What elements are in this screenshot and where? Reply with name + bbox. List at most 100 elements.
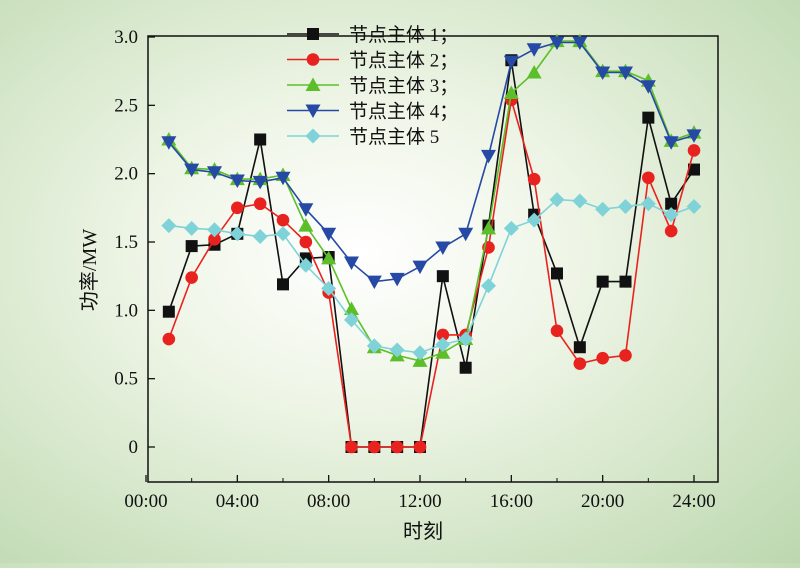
data-point bbox=[275, 226, 291, 242]
y-tick-label: 1.0 bbox=[114, 300, 138, 321]
data-point bbox=[184, 163, 200, 178]
data-point bbox=[345, 440, 358, 454]
data-point bbox=[481, 149, 496, 164]
legend-label: 节点主体 5 bbox=[349, 126, 439, 148]
data-point bbox=[305, 104, 321, 118]
legend-label: 节点主体 3； bbox=[349, 75, 458, 97]
y-tick-label: 0.5 bbox=[114, 369, 138, 390]
data-point bbox=[550, 324, 564, 338]
legend-label: 节点主体 1； bbox=[349, 24, 458, 46]
data-point bbox=[389, 342, 405, 358]
data-point bbox=[306, 53, 320, 66]
data-point bbox=[573, 341, 586, 354]
data-point bbox=[161, 136, 177, 150]
data-point bbox=[321, 250, 337, 265]
data-point bbox=[298, 218, 314, 232]
data-point bbox=[307, 28, 319, 40]
legend-label: 节点主体 2； bbox=[349, 50, 458, 72]
data-point bbox=[231, 201, 244, 215]
plot-frame bbox=[147, 35, 719, 483]
data-point bbox=[184, 220, 200, 236]
data-point bbox=[253, 197, 267, 211]
data-point bbox=[305, 77, 321, 91]
data-point bbox=[344, 301, 359, 315]
x-axis-title: 时刻 bbox=[403, 520, 443, 543]
data-point bbox=[527, 172, 541, 186]
data-point bbox=[366, 275, 382, 290]
data-point bbox=[413, 440, 427, 454]
data-point bbox=[549, 36, 565, 50]
legend-item-1: 节点主体 1； bbox=[287, 24, 458, 46]
data-point bbox=[688, 163, 700, 176]
data-point bbox=[687, 144, 701, 157]
data-point bbox=[298, 203, 314, 217]
data-point bbox=[252, 175, 268, 190]
data-point bbox=[252, 229, 268, 245]
data-point bbox=[185, 271, 198, 284]
data-point bbox=[642, 111, 655, 124]
y-tick-label: 1.5 bbox=[114, 232, 138, 253]
data-point bbox=[686, 198, 702, 214]
data-point bbox=[458, 227, 474, 242]
data-point bbox=[162, 332, 176, 346]
data-point bbox=[229, 226, 245, 242]
data-point bbox=[642, 171, 655, 185]
data-point bbox=[526, 65, 542, 79]
axes: 00:00 04:00 08:00 12:00 16:00 20:00 24:00 0 0.5 1… bbox=[114, 27, 719, 512]
legend: 节点主体 1； 节点主体 2； 节点主体 3； 节点主体 4； 节点主体 5 bbox=[287, 24, 458, 148]
data-point bbox=[276, 213, 290, 227]
data-point bbox=[321, 227, 337, 242]
data-point bbox=[412, 260, 428, 275]
x-tick-label: 12:00 bbox=[398, 491, 441, 512]
data-point bbox=[390, 440, 404, 454]
data-point bbox=[595, 201, 611, 217]
data-point bbox=[481, 278, 496, 294]
data-point bbox=[618, 198, 633, 214]
y-tick-label: 2.0 bbox=[114, 164, 138, 185]
data-point bbox=[321, 280, 337, 296]
data-point bbox=[298, 257, 314, 273]
data-point bbox=[640, 80, 656, 94]
data-point bbox=[458, 331, 474, 347]
data-point bbox=[686, 129, 702, 143]
data-point bbox=[664, 224, 678, 238]
y-axis-title: 功率/MW bbox=[78, 229, 101, 311]
data-point bbox=[572, 193, 588, 209]
x-tick-label: 24:00 bbox=[672, 491, 715, 512]
y-tick-label: 0 bbox=[129, 437, 139, 458]
data-point bbox=[275, 171, 291, 186]
data-point bbox=[389, 272, 405, 287]
data-point bbox=[572, 36, 588, 50]
series-2 bbox=[162, 93, 701, 454]
data-point bbox=[526, 212, 542, 228]
data-point bbox=[305, 128, 321, 144]
data-point bbox=[229, 174, 245, 188]
data-point bbox=[435, 241, 451, 255]
data-point bbox=[619, 349, 632, 362]
legend-item-5: 节点主体 5 bbox=[287, 126, 439, 148]
series-layer bbox=[161, 33, 702, 454]
data-point bbox=[185, 240, 198, 253]
data-point bbox=[459, 361, 472, 374]
data-point bbox=[526, 43, 542, 57]
x-tick-label: 08:00 bbox=[307, 491, 350, 512]
data-point bbox=[665, 197, 678, 210]
data-point bbox=[503, 55, 519, 70]
data-point bbox=[503, 85, 519, 100]
x-tick-label: 20:00 bbox=[581, 491, 624, 512]
data-point bbox=[640, 196, 656, 212]
data-point bbox=[435, 337, 451, 352]
data-point bbox=[436, 328, 450, 342]
y-tick-label: 2.5 bbox=[114, 95, 138, 116]
data-point bbox=[618, 66, 633, 81]
data-point bbox=[596, 351, 609, 365]
data-point bbox=[344, 256, 359, 270]
data-point bbox=[208, 232, 221, 246]
data-point bbox=[549, 192, 565, 208]
data-point bbox=[207, 166, 222, 180]
y-tick-label: 3.0 bbox=[114, 27, 138, 48]
data-point bbox=[573, 357, 587, 370]
x-tick-label: 16:00 bbox=[490, 491, 533, 512]
data-point bbox=[619, 275, 632, 288]
